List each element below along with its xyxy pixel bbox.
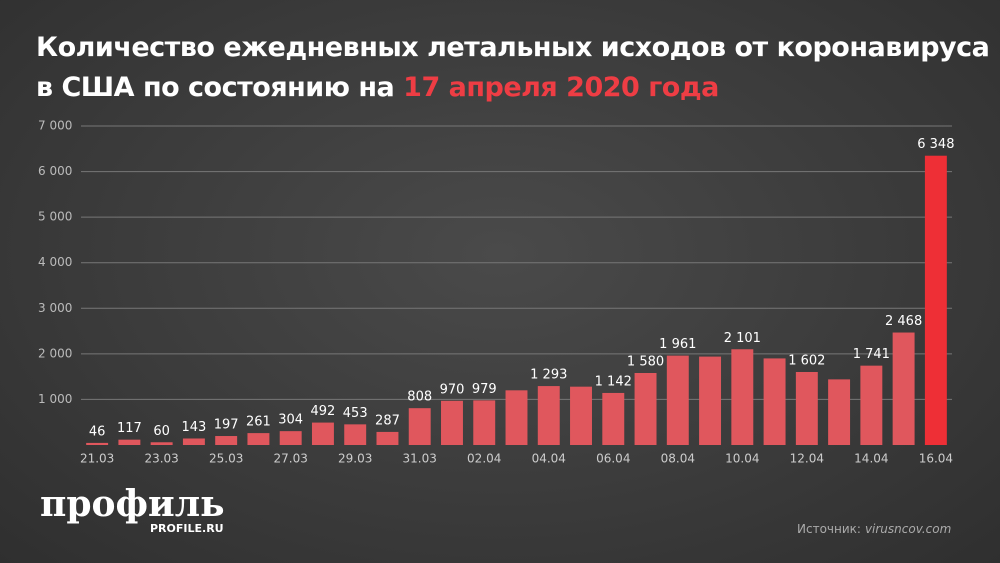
bar [311, 422, 334, 445]
value-label: 304 [278, 413, 303, 428]
bar [828, 379, 851, 445]
value-label: 970 [440, 382, 465, 397]
bar [215, 436, 238, 445]
x-tick-label: 27.03 [274, 452, 308, 466]
value-label: 2 101 [724, 331, 761, 346]
value-label: 117 [117, 421, 142, 436]
y-tick-label: 3 000 [38, 301, 72, 315]
value-label: 1 580 [627, 354, 664, 369]
bar [150, 442, 173, 445]
value-label: 46 [89, 424, 106, 439]
bar [118, 439, 141, 445]
value-label: 287 [375, 413, 400, 428]
x-tick-label: 02.04 [467, 452, 501, 466]
y-tick-label: 2 000 [38, 346, 72, 360]
bar [473, 400, 496, 445]
source-link: virusncov.com [864, 522, 952, 536]
y-tick-label: 7 000 [38, 119, 72, 133]
value-label: 808 [407, 390, 432, 405]
x-tick-label: 23.03 [144, 452, 178, 466]
x-tick-label: 04.04 [532, 452, 566, 466]
x-tick-label: 29.03 [338, 452, 372, 466]
title-date: 17 апреля 2020 года [403, 72, 719, 103]
bar [537, 386, 560, 445]
x-tick-label: 14.04 [854, 452, 888, 466]
source: Источник: virusncov.com [797, 522, 951, 536]
bar [376, 431, 399, 445]
bar [182, 438, 205, 445]
x-tick-label: 10.04 [725, 452, 759, 466]
value-label: 1 961 [659, 337, 696, 352]
bar [408, 408, 431, 445]
title-line: в США по состоянию на 17 апреля 2020 год… [36, 68, 989, 108]
x-tick-label: 12.04 [790, 452, 824, 466]
bar [666, 355, 689, 445]
value-label: 1 741 [853, 347, 890, 362]
value-label: 60 [153, 424, 170, 439]
value-label: 492 [311, 404, 336, 419]
title-text: в США по состоянию на [36, 72, 395, 103]
logo: профиль [40, 483, 225, 525]
value-label: 143 [181, 420, 206, 435]
y-tick-label: 6 000 [38, 164, 72, 178]
y-tick-label: 4 000 [38, 255, 72, 269]
logo-site: PROFILE.RU [150, 522, 224, 535]
x-tick-label: 25.03 [209, 452, 243, 466]
bar [344, 424, 367, 445]
bar [279, 431, 302, 445]
value-label: 197 [214, 418, 239, 433]
x-tick-label: 16.04 [919, 452, 953, 466]
source-label: Источник: [797, 522, 861, 536]
y-tick-label: 5 000 [38, 210, 72, 224]
bar [892, 332, 915, 445]
title-line: Количество ежедневных летальных исходов … [36, 32, 990, 63]
chart-title: Количество ежедневных летальных исходов … [36, 28, 990, 108]
bar [570, 386, 592, 445]
x-tick-label: 31.03 [403, 452, 437, 466]
bar [602, 392, 625, 445]
bar [634, 372, 657, 445]
bar [795, 371, 818, 445]
value-label: 1 602 [788, 353, 825, 368]
value-label: 979 [472, 382, 497, 397]
x-tick-label: 06.04 [596, 452, 630, 466]
value-label: 1 293 [530, 368, 567, 383]
value-label: 261 [246, 415, 271, 430]
bar [731, 349, 754, 445]
bar [86, 442, 109, 445]
bar [441, 400, 463, 445]
value-label: 2 468 [885, 314, 922, 329]
bar [505, 390, 528, 445]
x-tick-label: 08.04 [661, 452, 695, 466]
bar [924, 155, 947, 445]
value-label: 453 [343, 406, 368, 421]
bar [247, 433, 270, 445]
value-label: 6 348 [917, 137, 954, 152]
y-tick-label: 1 000 [38, 392, 72, 406]
bar [860, 365, 883, 445]
bar [763, 358, 786, 445]
bar [699, 356, 722, 445]
value-label: 1 142 [595, 374, 632, 389]
x-tick-label: 21.03 [80, 452, 114, 466]
